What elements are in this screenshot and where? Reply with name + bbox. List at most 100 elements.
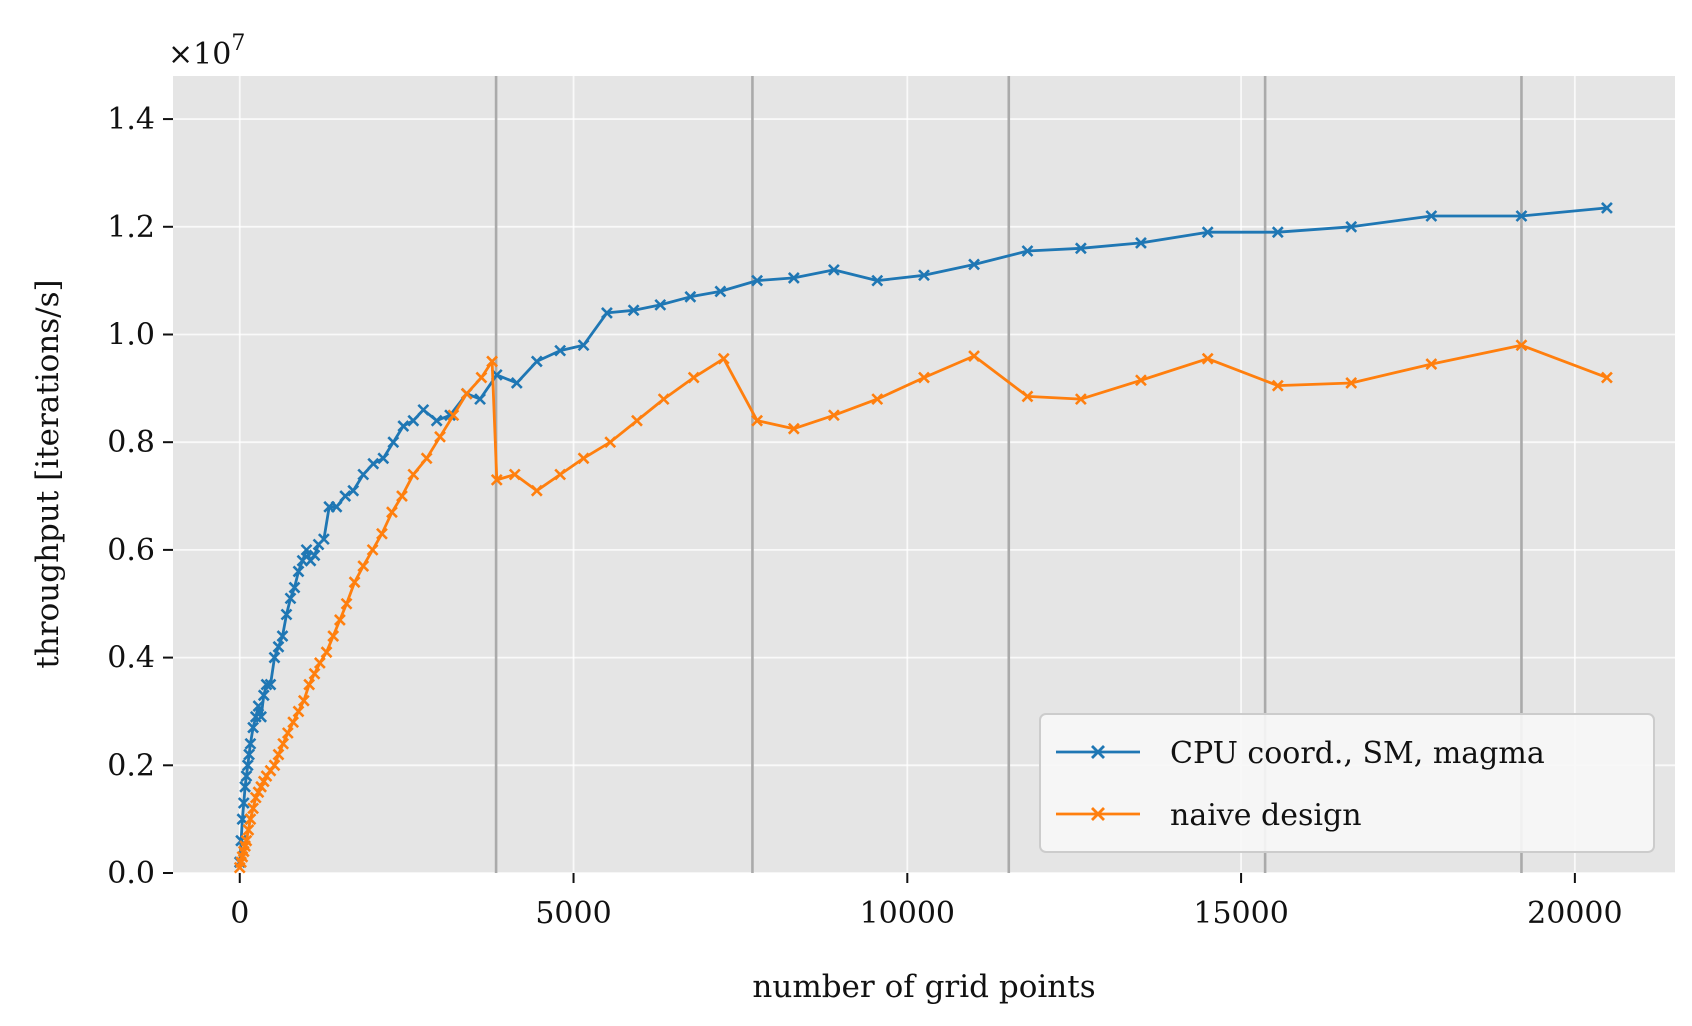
data-point-1-18 bbox=[281, 727, 294, 739]
series-layer bbox=[233, 202, 1613, 874]
data-point-1-37 bbox=[434, 430, 446, 443]
data-point-1-56 bbox=[918, 371, 930, 384]
data-point-0-34 bbox=[367, 457, 380, 470]
data-point-0-39 bbox=[417, 403, 430, 416]
data-point-1-45 bbox=[554, 468, 567, 481]
data-point-1-39 bbox=[460, 387, 473, 400]
data-point-0-52 bbox=[684, 290, 697, 303]
data-point-0-12 bbox=[255, 710, 268, 723]
data-point-1-25 bbox=[320, 646, 333, 659]
legend-marker-naive-design bbox=[1091, 807, 1105, 821]
data-point-1-38 bbox=[447, 409, 460, 422]
y-axis: 0.0 0.2 0.4 0.6 0.8 1.0 1.2 1.4 bbox=[107, 102, 173, 891]
data-point-0-26 bbox=[308, 549, 321, 562]
data-point-1-33 bbox=[386, 506, 398, 519]
y-tick-label-5: 1.0 bbox=[107, 317, 155, 352]
data-point-0-63 bbox=[1201, 226, 1214, 239]
y-tick-label-4: 0.8 bbox=[107, 425, 155, 460]
x-axis: 0 5000 10000 15000 20000 bbox=[230, 873, 1623, 931]
data-point-1-35 bbox=[407, 468, 420, 481]
data-point-1-49 bbox=[657, 393, 670, 406]
y-tick-label-0: 0.0 bbox=[107, 856, 155, 891]
data-point-1-28 bbox=[340, 597, 353, 610]
data-point-0-51 bbox=[654, 298, 667, 311]
data-point-1-47 bbox=[604, 436, 617, 449]
data-point-0-40 bbox=[430, 414, 443, 427]
data-point-1-16 bbox=[272, 748, 285, 761]
x-tick-label-2: 10000 bbox=[860, 896, 955, 931]
data-point-0-38 bbox=[407, 414, 420, 427]
data-point-1-60 bbox=[1135, 374, 1147, 387]
data-point-1-43 bbox=[508, 468, 521, 481]
y-tick-label-7: 1.4 bbox=[107, 102, 155, 137]
data-point-1-54 bbox=[827, 409, 840, 422]
legend-marker-cpu-coord bbox=[1091, 745, 1105, 759]
data-point-0-9 bbox=[247, 721, 260, 734]
y-tick-label-1: 0.2 bbox=[107, 748, 155, 783]
data-point-0-54 bbox=[751, 274, 764, 287]
data-point-0-14 bbox=[260, 678, 273, 691]
data-point-0-62 bbox=[1135, 237, 1147, 249]
data-point-0-56 bbox=[827, 263, 840, 276]
data-point-1-51 bbox=[717, 352, 730, 365]
data-point-0-22 bbox=[292, 565, 305, 578]
data-point-1-55 bbox=[871, 393, 884, 406]
data-point-0-36 bbox=[387, 436, 400, 449]
legend-entry-naive-design: naive design bbox=[1056, 798, 1362, 833]
data-point-0-55 bbox=[787, 272, 800, 284]
data-point-1-29 bbox=[348, 576, 361, 589]
data-point-1-58 bbox=[1021, 390, 1034, 403]
data-point-0-59 bbox=[968, 258, 980, 271]
data-point-1-52 bbox=[751, 414, 764, 427]
data-point-0-11 bbox=[252, 700, 265, 712]
x-axis-title: number of grid points bbox=[752, 969, 1095, 1005]
data-point-1-42 bbox=[490, 473, 503, 486]
legend: CPU coord., SM, magma naive design bbox=[1039, 713, 1655, 853]
data-point-1-22 bbox=[303, 678, 316, 691]
y-tick-label-3: 0.6 bbox=[107, 533, 155, 568]
data-point-1-48 bbox=[631, 414, 643, 427]
data-point-0-47 bbox=[554, 344, 567, 357]
data-point-0-58 bbox=[918, 269, 930, 282]
data-point-1-19 bbox=[287, 716, 300, 729]
data-point-0-7 bbox=[243, 748, 256, 761]
data-point-1-46 bbox=[577, 452, 590, 465]
data-point-1-32 bbox=[376, 527, 388, 540]
data-point-0-46 bbox=[530, 355, 543, 368]
data-point-1-65 bbox=[1515, 339, 1528, 352]
x-tick-label-3: 15000 bbox=[1193, 896, 1288, 931]
data-point-1-8 bbox=[247, 802, 260, 815]
data-point-1-31 bbox=[366, 543, 379, 556]
legend-label-cpu-coord: CPU coord., SM, magma bbox=[1170, 736, 1545, 771]
data-point-0-24 bbox=[300, 543, 313, 556]
data-point-1-64 bbox=[1425, 358, 1438, 371]
data-point-1-62 bbox=[1271, 379, 1284, 392]
data-point-0-19 bbox=[280, 608, 293, 621]
data-point-0-68 bbox=[1600, 202, 1613, 214]
x-tick-label-0: 0 bbox=[230, 896, 249, 931]
data-point-0-17 bbox=[272, 640, 285, 653]
data-point-0-33 bbox=[357, 468, 370, 481]
data-point-1-27 bbox=[333, 613, 346, 626]
data-point-0-53 bbox=[714, 285, 727, 298]
data-point-1-59 bbox=[1074, 393, 1087, 406]
data-point-1-57 bbox=[968, 350, 980, 362]
data-point-1-53 bbox=[787, 422, 800, 435]
data-point-1-6 bbox=[242, 823, 255, 836]
data-point-0-18 bbox=[276, 630, 289, 642]
data-point-1-23 bbox=[308, 667, 321, 680]
data-point-1-36 bbox=[420, 452, 433, 465]
data-point-0-8 bbox=[244, 737, 257, 750]
data-point-1-20 bbox=[292, 705, 305, 718]
data-point-1-40 bbox=[475, 371, 488, 384]
data-point-0-45 bbox=[510, 377, 523, 389]
data-point-1-7 bbox=[244, 813, 257, 826]
y-axis-title: throughput [iterations/s] bbox=[30, 279, 66, 668]
data-point-1-41 bbox=[486, 355, 499, 368]
data-point-0-35 bbox=[377, 452, 390, 465]
data-point-0-65 bbox=[1345, 220, 1358, 233]
data-point-1-24 bbox=[313, 657, 326, 669]
data-point-1-5 bbox=[240, 834, 253, 847]
data-point-1-66 bbox=[1600, 371, 1613, 384]
